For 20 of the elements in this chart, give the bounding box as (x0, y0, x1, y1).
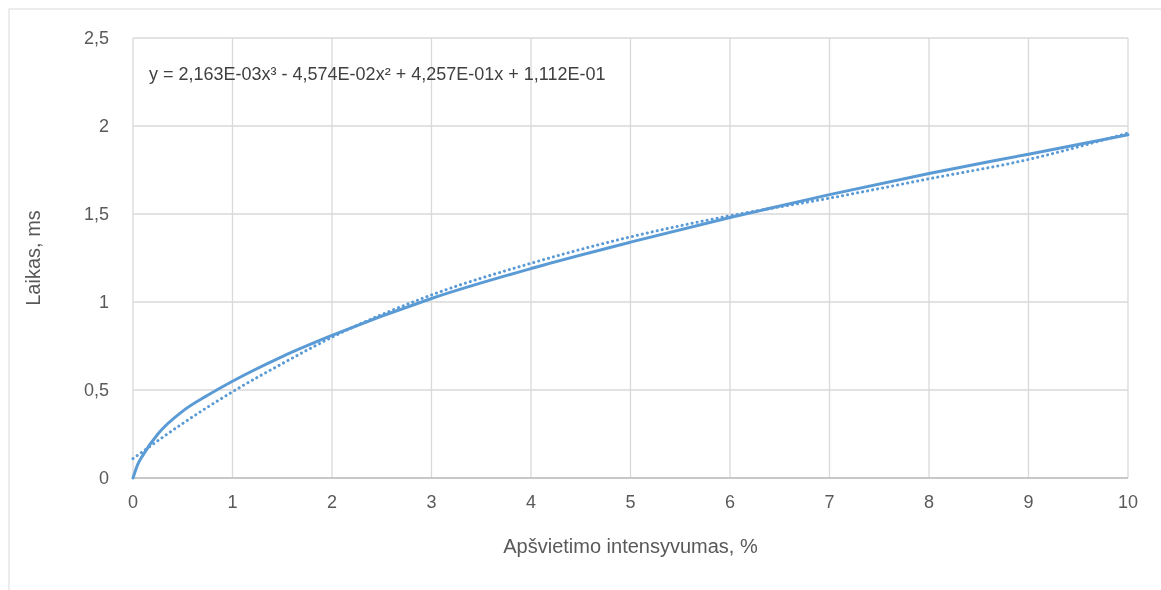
y-tick-label: 1,5 (83, 204, 109, 225)
y-tick-label: 2,5 (83, 28, 109, 49)
x-tick-label: 0 (127, 492, 139, 512)
y-axis-title: Laikas, ms (22, 210, 44, 306)
x-tick-label: 9 (1023, 492, 1034, 512)
x-tick-label: 4 (525, 492, 537, 512)
x-tick-label: 2 (326, 492, 338, 512)
x-tick-label: 3 (426, 492, 437, 512)
y-tick-label: 0,5 (83, 380, 109, 401)
y-tick-label: 1 (98, 292, 109, 313)
x-tick-label: 6 (724, 492, 736, 512)
x-tick-label: 8 (923, 492, 935, 512)
x-tick-label: 5 (625, 492, 636, 512)
x-tick-label: 1 (227, 492, 238, 512)
x-axis-title: Apšvietimo intensyvumas, % (503, 535, 758, 557)
y-tick-label: 0 (98, 468, 109, 489)
x-tick-label: 10 (1117, 492, 1139, 512)
annotation: y = 2,163E-03x³ - 4,574E-02x² + 4,257E-01x + 1,112E-01 (149, 64, 606, 84)
y-tick-label: 2 (98, 116, 109, 137)
x-tick-label: 7 (824, 492, 835, 512)
